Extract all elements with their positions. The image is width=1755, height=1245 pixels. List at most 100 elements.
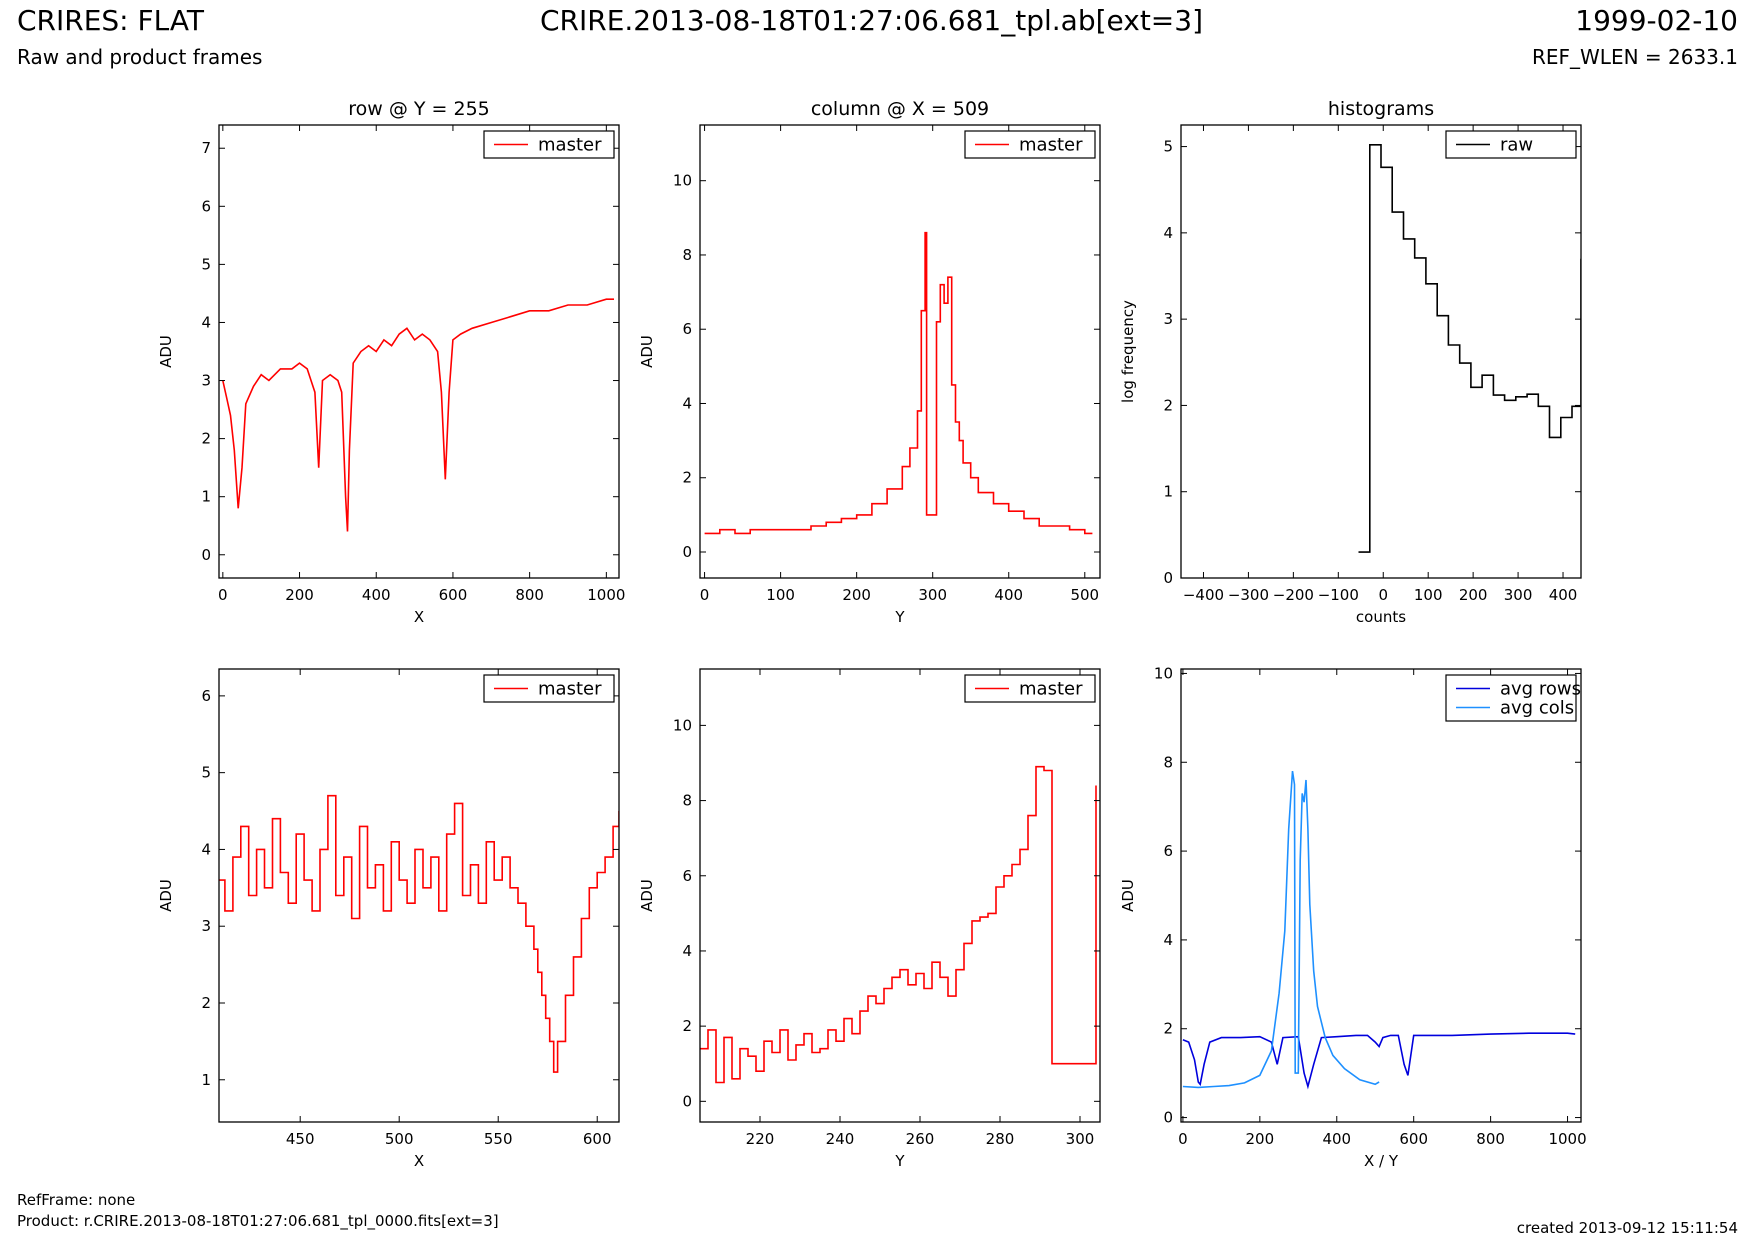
y-tick-label: 1 — [201, 1071, 211, 1089]
y-tick-label: 2 — [201, 430, 211, 448]
series-column-master — [704, 231, 1093, 535]
chart-title: histograms — [1328, 98, 1434, 120]
x-tick-label: −400 — [1183, 586, 1224, 604]
chart-histograms: −400 −300 −200 −100 0 100 200 300 400 0 1 2 3 4 5 histo… — [1119, 98, 1582, 626]
y-tick-label: 0 — [682, 1092, 692, 1110]
y-axis-label: ADU — [1119, 879, 1137, 912]
y-tick-label: 8 — [682, 246, 692, 264]
y-tick-label: 4 — [201, 840, 211, 858]
x-tick-label: 0 — [700, 586, 710, 604]
x-tick-label: 600 — [583, 1130, 612, 1148]
x-tick-label: 400 — [362, 586, 391, 604]
y-tick-label: 6 — [201, 197, 211, 215]
x-tick-label: 200 — [285, 586, 314, 604]
y-tick-label: 3 — [201, 917, 211, 935]
x-tick-label: 400 — [994, 586, 1023, 604]
x-axis-label: X — [414, 608, 424, 626]
y-tick-label: 0 — [201, 546, 211, 564]
y-tick-label: 2 — [682, 1017, 692, 1035]
page-subtitle: Raw and product frames — [17, 45, 263, 69]
x-axis-label: X / Y — [1364, 1152, 1399, 1170]
legend-box — [1445, 674, 1577, 722]
y-tick-label: 0 — [682, 543, 692, 561]
x-tick-label: 0 — [1378, 586, 1388, 604]
legend-entry: avg rows — [1500, 679, 1581, 700]
y-tick-label: 4 — [1163, 931, 1173, 949]
y-tick-label: 8 — [682, 792, 692, 810]
y-tick-label: 5 — [201, 255, 211, 273]
y-axis-label: log frequency — [1119, 300, 1137, 403]
file-title: CRIRE.2013-08-18T01:27:06.681_tpl.ab[ext… — [540, 4, 1204, 37]
y-tick-label: 10 — [673, 172, 692, 190]
chart-title: column @ X = 509 — [811, 98, 989, 120]
y-tick-label: 2 — [682, 469, 692, 487]
x-tick-label: 220 — [746, 1130, 775, 1148]
created-label: created 2013-09-12 15:11:54 — [1516, 1219, 1738, 1237]
y-tick-label: 7 — [201, 139, 211, 157]
y-axis-label: ADU — [638, 335, 656, 368]
x-tick-label: 600 — [439, 586, 468, 604]
x-tick-label: −200 — [1273, 586, 1314, 604]
x-tick-label: 100 — [766, 586, 795, 604]
y-tick-label: 6 — [682, 320, 692, 338]
x-tick-label: 400 — [1322, 1130, 1351, 1148]
x-tick-label: 500 — [1070, 586, 1099, 604]
x-tick-label: 0 — [1178, 1130, 1188, 1148]
axes-frame — [699, 124, 1101, 579]
date-label: 1999-02-10 — [1575, 4, 1738, 37]
refframe-label: RefFrame: none — [17, 1191, 136, 1209]
x-tick-label: 550 — [484, 1130, 513, 1148]
axes-frame — [218, 668, 620, 1123]
y-tick-label: 6 — [1163, 842, 1173, 860]
y-tick-label: 10 — [673, 716, 692, 734]
y-tick-label: 5 — [201, 764, 211, 782]
legend-entry: master — [538, 679, 602, 700]
y-tick-label: 6 — [201, 687, 211, 705]
x-tick-label: 300 — [1066, 1130, 1095, 1148]
x-tick-label: 240 — [826, 1130, 855, 1148]
legend-entry: raw — [1500, 135, 1533, 156]
x-tick-label: 400 — [1549, 586, 1578, 604]
x-tick-label: 0 — [218, 586, 228, 604]
x-axis-label: Y — [894, 608, 905, 626]
series-averages-avg-cols — [1182, 770, 1380, 1089]
chart-row-zoom: 450 500 550 600 1 2 3 4 5 6 X ADU master — [157, 668, 620, 1170]
x-tick-label: −300 — [1228, 586, 1269, 604]
y-tick-label: 1 — [201, 488, 211, 506]
chart-title: row @ Y = 255 — [348, 98, 490, 120]
series-row-zoom-master — [219, 794, 619, 1073]
y-tick-label: 5 — [1163, 138, 1173, 156]
y-tick-label: 0 — [1163, 1109, 1173, 1127]
x-axis-label: counts — [1356, 608, 1406, 626]
x-tick-label: 280 — [986, 1130, 1015, 1148]
ref-wlen-label: REF_WLEN = 2633.1 — [1531, 45, 1738, 69]
y-tick-label: 2 — [1163, 1020, 1173, 1038]
page-title: CRIRES: FLAT — [17, 4, 204, 37]
series-histograms-raw — [1358, 144, 1581, 553]
y-tick-label: 6 — [682, 867, 692, 885]
chart-column-zoom: 220 240 260 280 300 0 2 4 6 8 10 Y ADU master — [638, 668, 1101, 1170]
x-tick-label: −100 — [1318, 586, 1359, 604]
legend-entry: master — [1019, 679, 1083, 700]
x-tick-label: 450 — [286, 1130, 315, 1148]
axes-frame — [218, 124, 620, 579]
series-averages-avg-rows — [1182, 1032, 1576, 1090]
series-column-zoom-master — [700, 765, 1097, 1084]
y-tick-label: 4 — [682, 394, 692, 412]
chart-row: 0 200 400 600 800 1000 0 1 2 3 4 5 6 7 row @ Y = 255 X A… — [157, 98, 625, 626]
axes-frame — [699, 668, 1101, 1123]
x-tick-label: 200 — [1246, 1130, 1275, 1148]
product-label: Product: r.CRIRE.2013-08-18T01:27:06.681… — [17, 1212, 499, 1230]
y-tick-label: 3 — [201, 372, 211, 390]
y-tick-label: 4 — [201, 313, 211, 331]
legend-entry: master — [1019, 135, 1083, 156]
y-tick-label: 10 — [1154, 664, 1173, 682]
x-tick-label: 200 — [842, 586, 871, 604]
axes-frame — [1180, 668, 1582, 1123]
x-axis-label: Y — [894, 1152, 905, 1170]
y-tick-label: 1 — [1163, 483, 1173, 501]
legend-entry: avg cols — [1500, 698, 1574, 719]
y-axis-label: ADU — [157, 335, 175, 368]
chart-column: 0 100 200 300 400 500 0 2 4 6 8 10 column @ X = 509 Y… — [638, 98, 1101, 626]
